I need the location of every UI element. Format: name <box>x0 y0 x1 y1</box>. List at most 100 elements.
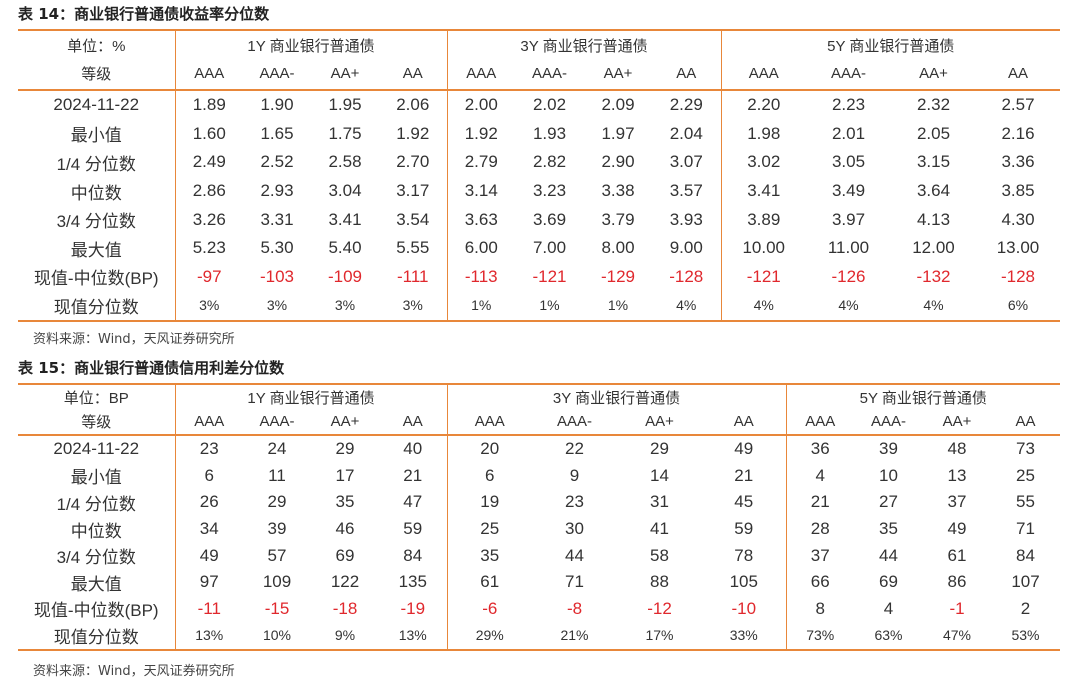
table-cell: 3.85 <box>1001 181 1035 201</box>
table-cell: 3.64 <box>916 181 951 201</box>
table-cell: 26 <box>174 489 243 516</box>
group-header: 3Y 商业银行普通债 <box>446 30 721 59</box>
table-cell: 13% <box>174 622 243 650</box>
table-cell: -103 <box>259 266 295 286</box>
row-label: 2024-11-22 <box>18 434 175 463</box>
table-cell: 122 <box>330 572 360 592</box>
table-cell: -111 <box>396 266 429 286</box>
table-cell: 1.75 <box>328 123 362 143</box>
table-15-grade-header-row: 等级 AAA AAA- AA+ AA AAA AAA- AA+ AA AAA A… <box>18 409 1060 435</box>
grade-header: AA <box>1007 64 1028 82</box>
table-cell: -113 <box>446 262 515 292</box>
row-label: 现值-中位数(BP) <box>33 269 159 289</box>
table-cell: 8.00 <box>601 238 635 258</box>
table-cell: 3% <box>402 297 423 314</box>
table-cell: 25 <box>1016 465 1035 485</box>
table-cell: 2.05 <box>916 123 951 143</box>
table-cell: 29 <box>617 434 702 463</box>
table-cell: 2.23 <box>806 89 891 120</box>
table-cell: 4.30 <box>1001 209 1035 229</box>
table-cell: 36 <box>785 434 854 463</box>
table-cell: 1.90 <box>243 89 311 120</box>
table-14-title: 表 14：商业银行普通债收益率分位数 <box>18 5 270 23</box>
table-cell: 1.89 <box>174 89 243 120</box>
row-label: 最大值 <box>70 574 122 594</box>
table-cell: -132 <box>916 266 951 286</box>
table-cell: 24 <box>243 434 311 463</box>
grade-header: AAA <box>446 59 515 90</box>
table-cell: 3.63 <box>446 205 515 234</box>
table-cell: 5.55 <box>396 238 430 258</box>
table-cell: 27 <box>879 492 898 512</box>
table-cell: 17 <box>335 465 355 485</box>
table-cell: 3.05 <box>831 152 866 172</box>
table-cell: 45 <box>734 492 754 512</box>
table-cell: 2.00 <box>446 89 515 120</box>
table-cell: 3.93 <box>669 209 703 229</box>
table-cell: -97 <box>174 262 243 292</box>
table-row: 3/4 分位数 49 57 69 84 35 44 58 78 37 44 61 84 <box>18 542 1060 569</box>
unit-label: 单位：BP <box>63 389 129 407</box>
table-cell: 39 <box>854 434 923 463</box>
table-cell: 14 <box>650 465 669 485</box>
table-cell: 48 <box>923 434 991 463</box>
table-cell: 2.70 <box>396 152 430 172</box>
table-cell: 3.69 <box>532 209 567 229</box>
table-cell: 88 <box>650 572 669 592</box>
table-cell: 44 <box>565 545 584 565</box>
table-cell: 47% <box>942 627 972 644</box>
table-cell: 23 <box>565 492 584 512</box>
table-cell: 22 <box>532 434 617 463</box>
table-cell: 37 <box>785 542 854 569</box>
row-label: 1/4 分位数 <box>56 154 136 174</box>
table-cell: 78 <box>734 545 754 565</box>
row-label: 最小值 <box>70 126 122 146</box>
table-cell: -121 <box>532 266 567 286</box>
table-cell: 37 <box>947 492 967 512</box>
grade-header: AA+ <box>919 64 948 82</box>
table-cell: 3.89 <box>720 205 806 234</box>
table-cell: 69 <box>335 545 355 565</box>
table-cell: -109 <box>327 266 363 286</box>
table-cell: 4% <box>838 297 859 314</box>
table-cell: 2.20 <box>720 89 806 120</box>
grade-header: AAA- <box>259 413 295 431</box>
table-cell: -128 <box>669 266 704 286</box>
table-cell: 3.41 <box>720 176 806 206</box>
table-cell: 8 <box>785 595 854 623</box>
grade-header: AAA <box>174 409 243 435</box>
table-cell: 4.13 <box>916 209 951 229</box>
table-cell: 2.93 <box>260 181 294 201</box>
table-cell: 29 <box>311 434 379 463</box>
table-cell: 2.57 <box>976 89 1060 120</box>
table-cell: 3.36 <box>1001 152 1035 172</box>
table-cell: 21 <box>403 465 423 485</box>
table-15-group-header-row: 单位：BP 1Y 商业银行普通债 3Y 商业银行普通债 5Y 商业银行普通债 <box>18 384 1060 410</box>
group-header: 1Y 商业银行普通债 <box>174 30 447 59</box>
table-cell: 35 <box>446 542 532 569</box>
table-row: 2024-11-22 23 24 29 40 20 22 29 49 36 39 48 73 <box>18 434 1060 463</box>
table-15-source-note: 资料来源：Wind，天风证券研究所 <box>33 664 235 679</box>
table-cell: 4% <box>676 297 697 314</box>
table-cell: 1.92 <box>396 123 430 143</box>
table-cell: 1.95 <box>311 89 379 120</box>
table-cell: 2.01 <box>831 123 866 143</box>
group-header: 5Y 商业银行普通债 <box>785 384 1060 410</box>
grade-header: AA <box>676 64 697 82</box>
table-cell: 57 <box>267 545 287 565</box>
table-cell: -129 <box>600 266 636 286</box>
table-cell: 49 <box>174 542 243 569</box>
table-cell: -15 <box>264 598 290 618</box>
table-cell: 2.09 <box>584 89 652 120</box>
table-cell: 59 <box>403 519 423 539</box>
table-cell: 9 <box>569 465 580 485</box>
table-cell: 46 <box>335 519 355 539</box>
table-cell: 1.60 <box>174 119 243 149</box>
table-cell: 2.04 <box>669 123 703 143</box>
table-cell: 59 <box>734 519 754 539</box>
grade-header: AA <box>1015 413 1036 431</box>
table-cell: 73 <box>991 434 1060 463</box>
table-cell: 40 <box>379 434 447 463</box>
table-cell: 7.00 <box>532 238 567 258</box>
table-cell: -12 <box>647 598 672 618</box>
